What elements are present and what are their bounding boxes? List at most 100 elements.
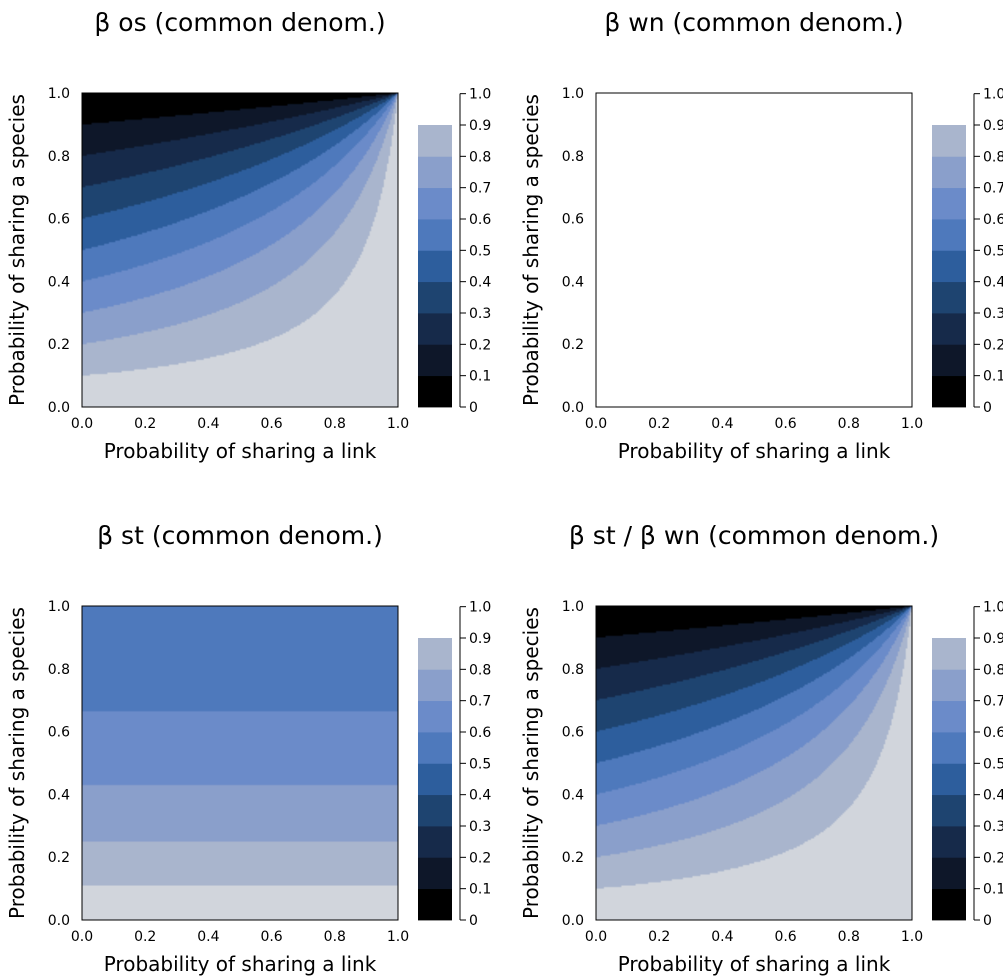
- x-axis-label: Probability of sharing a link: [618, 952, 891, 976]
- colorbar-tick-label: 0: [983, 913, 992, 929]
- x-tick-label: 0.0: [585, 929, 607, 945]
- y-tick-label: 0.0: [562, 400, 584, 416]
- colorbar-swatch: [932, 313, 966, 345]
- y-tick-label: 0.4: [562, 274, 584, 290]
- chart-title: β os (common denom.): [94, 8, 385, 37]
- y-tick-label: 0.8: [562, 662, 584, 678]
- colorbar-swatch: [932, 344, 966, 377]
- heatmap-surface: [82, 93, 398, 407]
- y-axis-label: Probability of sharing a species: [519, 607, 543, 919]
- colorbar-swatch: [418, 857, 452, 890]
- colorbar-swatch: [932, 700, 966, 733]
- colorbar-swatch: [932, 857, 966, 890]
- colorbar-tick-label: 1.0: [469, 600, 491, 616]
- heatmap-surface: [596, 606, 912, 920]
- colorbar-swatch: [932, 375, 966, 408]
- colorbar-tick-label: 0.2: [469, 850, 491, 866]
- y-tick-label: 0.4: [48, 274, 70, 290]
- colorbar-tick-label: 0.6: [983, 725, 1003, 741]
- colorbar-tick-label: 0.2: [469, 337, 491, 353]
- x-tick-label: 0.8: [838, 416, 860, 432]
- x-tick-label: 0.0: [71, 929, 93, 945]
- x-tick-label: 0.4: [197, 416, 219, 432]
- y-tick-label: 0.6: [562, 212, 584, 228]
- y-tick-label: 0.4: [48, 787, 70, 803]
- colorbar-tick-label: 0.9: [983, 118, 1003, 134]
- y-tick-label: 0.6: [48, 212, 70, 228]
- x-tick-label: 0.0: [71, 416, 93, 432]
- y-tick-label: 0.8: [562, 149, 584, 165]
- colorbar-tick-label: 0.8: [983, 662, 1003, 678]
- x-tick-label: 0.6: [774, 416, 796, 432]
- colorbar-tick-label: 0.5: [983, 243, 1003, 259]
- y-tick-label: 0.6: [562, 725, 584, 741]
- colorbar-tick-label: 0.7: [469, 694, 491, 710]
- x-tick-label: 1.0: [901, 929, 923, 945]
- colorbar-swatch: [932, 156, 966, 189]
- colorbar-swatch: [418, 700, 452, 733]
- chart-title: β st (common denom.): [97, 521, 383, 550]
- x-tick-label: 0.6: [774, 929, 796, 945]
- colorbar-tick-label: 0.8: [469, 149, 491, 165]
- y-tick-label: 0.0: [48, 913, 70, 929]
- colorbar-tick-label: 0.7: [469, 181, 491, 197]
- colorbar-tick-label: 0.8: [469, 662, 491, 678]
- y-tick-label: 0.8: [48, 662, 70, 678]
- colorbar-swatch: [932, 826, 966, 858]
- panel-3: β st (common denom.) 0.0 0.2 0.4 0.6 0.8 1.0 0.…: [5, 521, 491, 976]
- colorbar-swatch: [418, 344, 452, 377]
- y-tick-label: 0.2: [562, 337, 584, 353]
- y-axis-label: Probability of sharing a species: [5, 94, 29, 406]
- colorbar-swatch: [418, 250, 452, 283]
- colorbar-tick-label: 0.3: [983, 819, 1003, 835]
- colorbar-swatch: [932, 187, 966, 220]
- colorbar-tick-label: 0.2: [983, 850, 1003, 866]
- y-tick-label: 0.8: [48, 149, 70, 165]
- colorbar-swatch: [418, 763, 452, 796]
- colorbar-tick-label: 0.5: [469, 243, 491, 259]
- colorbar-swatch: [932, 669, 966, 702]
- heatmap-surface: [596, 93, 912, 407]
- colorbar-swatch: [932, 732, 966, 764]
- y-tick-label: 1.0: [48, 599, 70, 615]
- colorbar-swatch: [418, 794, 452, 827]
- x-tick-label: 0.8: [324, 416, 346, 432]
- panel-1: β os (common denom.) 0.0 0.2 0.4 0.6 0.8 1.0 0.…: [5, 8, 491, 463]
- y-tick-label: 0.0: [48, 400, 70, 416]
- colorbar-swatch: [418, 313, 452, 345]
- heatmap-surface: [82, 606, 398, 920]
- chart-title: β wn (common denom.): [604, 8, 903, 37]
- colorbar-swatch: [418, 125, 452, 157]
- colorbar: 1.0 0.9 0.8 0.7 0.6 0.5 0.4 0.3 0.2 0.1 0: [932, 600, 1003, 929]
- y-tick-label: 0.6: [48, 725, 70, 741]
- y-tick-label: 0.2: [562, 850, 584, 866]
- y-axis-label: Probability of sharing a species: [519, 94, 543, 406]
- colorbar-swatch: [418, 281, 452, 314]
- colorbar-tick-label: 0: [469, 400, 478, 416]
- y-tick-label: 1.0: [562, 599, 584, 615]
- x-tick-label: 0.2: [134, 416, 156, 432]
- x-tick-label: 0.2: [648, 416, 670, 432]
- colorbar-tick-label: 0.2: [983, 337, 1003, 353]
- colorbar-swatch: [932, 125, 966, 157]
- colorbar-tick-label: 0.3: [469, 819, 491, 835]
- colorbar-tick-label: 0.5: [469, 756, 491, 772]
- colorbar-tick-label: 0.1: [983, 369, 1003, 385]
- plot-frame: [595, 92, 913, 408]
- colorbar: 1.0 0.9 0.8 0.7 0.6 0.5 0.4 0.3 0.2 0.1 0: [418, 600, 491, 929]
- colorbar-tick-label: 0.3: [469, 306, 491, 322]
- colorbar-tick-label: 0.1: [983, 882, 1003, 898]
- plot-frame: [81, 92, 399, 408]
- colorbar-tick-label: 0.6: [983, 212, 1003, 228]
- colorbar-swatch: [932, 794, 966, 827]
- x-tick-label: 0.2: [134, 929, 156, 945]
- colorbar-tick-label: 0.8: [983, 149, 1003, 165]
- colorbar-tick-label: 0.4: [469, 275, 491, 291]
- y-tick-label: 0.2: [48, 337, 70, 353]
- colorbar-tick-label: 0.4: [469, 788, 491, 804]
- x-tick-label: 0.6: [260, 929, 282, 945]
- colorbar-tick-label: 0.1: [469, 882, 491, 898]
- colorbar-tick-label: 0.6: [469, 212, 491, 228]
- colorbar-tick-label: 0.7: [983, 694, 1003, 710]
